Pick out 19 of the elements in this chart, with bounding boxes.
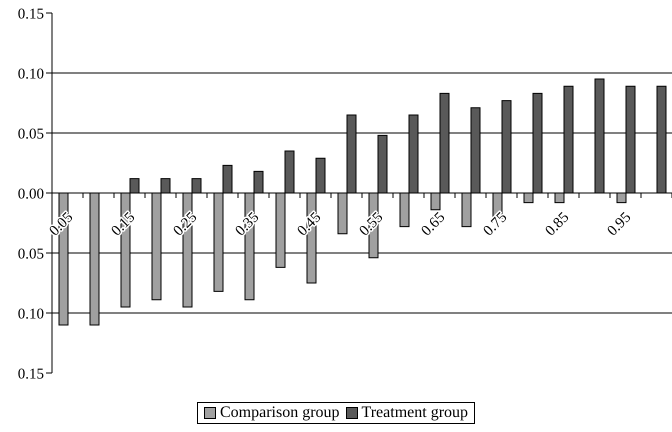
- x-tick-label: 0.55: [356, 210, 386, 240]
- y-tick-label: 0.05: [18, 246, 44, 262]
- x-tick-label: 0.05: [46, 210, 76, 240]
- x-tick-label: 0.25: [170, 210, 200, 240]
- y-tick-label: 0.15: [18, 6, 44, 22]
- y-tick-label: 0.00: [18, 186, 44, 202]
- legend-label: Treatment group: [362, 404, 468, 422]
- y-tick-label: 0.15: [18, 366, 44, 382]
- x-tick-label: 0.65: [418, 210, 448, 240]
- x-tick-label: 0.35: [232, 210, 262, 240]
- x-tick-label: 0.95: [604, 210, 634, 240]
- x-tick-label: 0.45: [294, 210, 324, 240]
- x-tick-label: 0.75: [480, 210, 510, 240]
- legend-label: Comparison group: [220, 404, 340, 422]
- x-tick-label: 0.15: [108, 210, 138, 240]
- y-tick-label: 0.10: [18, 306, 44, 322]
- y-tick-label: 0.10: [18, 66, 44, 82]
- x-tick-label: 0.85: [542, 210, 572, 240]
- y-tick-label: 0.05: [18, 126, 44, 142]
